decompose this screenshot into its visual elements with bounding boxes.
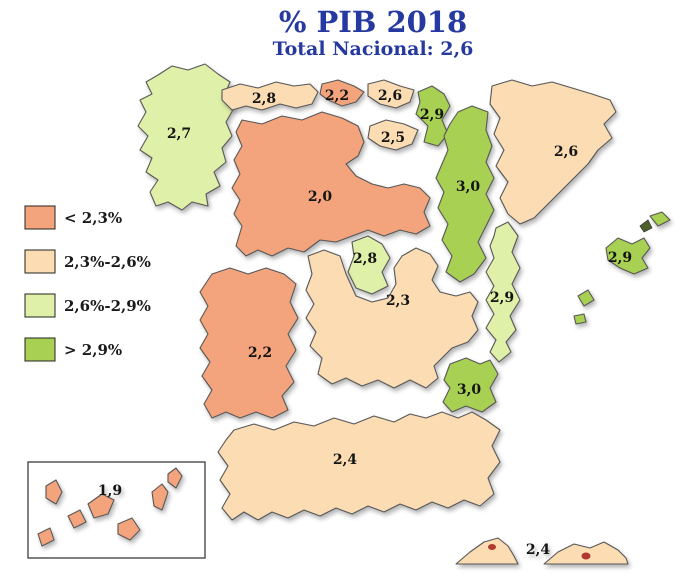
legend-swatch-gt29 [24, 337, 56, 362]
castilla-y-leon-shape [231, 111, 431, 257]
dark-islet [639, 219, 653, 233]
region-ceuta-melilla: 2,4 [455, 537, 629, 565]
city-markers [488, 544, 591, 560]
region-comunidad-valenciana: 2,9 [485, 221, 521, 363]
legend-swatch-lt23 [24, 205, 56, 230]
comunidad-valenciana-value: 2,9 [490, 290, 514, 306]
andalucia-shape [217, 411, 501, 521]
menorca-shape [649, 211, 671, 227]
region-asturias: 2,8 [221, 81, 319, 111]
legend-swatch-26-29 [24, 293, 56, 318]
comunidad-valenciana-shape [485, 221, 521, 363]
la-rioja-value: 2,5 [381, 130, 405, 146]
baleares-value: 2,9 [608, 250, 632, 266]
pais-vasco-value: 2,6 [378, 88, 402, 104]
aragon-value: 3,0 [456, 179, 481, 195]
legend-swatch-23-26 [24, 249, 56, 274]
region-pais-vasco: 2,6 [367, 79, 415, 109]
region-galicia: 2,7 [137, 63, 235, 211]
gran-canaria-shape [117, 517, 141, 541]
galicia-shape [137, 63, 235, 211]
legend-label-26-29: 2,6%-2,9% [64, 297, 151, 315]
mallorca-shape [605, 237, 651, 275]
murcia-shape [442, 357, 499, 413]
region-cataluna: 2,6 [489, 79, 617, 225]
la-palma-shape [45, 479, 63, 505]
la-rioja-shape [367, 119, 419, 151]
legend-label-gt29: > 2,9% [64, 341, 122, 359]
navarra-value: 2,9 [420, 107, 444, 123]
formentera-shape [573, 313, 587, 325]
region-extremadura: 2,2 [199, 267, 299, 419]
murcia-value: 3,0 [457, 382, 482, 398]
region-la-rioja: 2,5 [367, 119, 419, 151]
chart-subtitle: Total Nacional: 2,6 [273, 38, 474, 60]
cataluna-value: 2,6 [554, 144, 578, 160]
region-castilla-y-leon: 2,0 [231, 111, 431, 257]
asturias-value: 2,8 [252, 91, 276, 107]
ceuta-melilla-value: 2,4 [526, 542, 551, 558]
region-navarra: 2,9 [415, 85, 451, 147]
el-hierro-shape [37, 527, 55, 547]
region-canarias: 1,9 [37, 467, 183, 547]
region-madrid: 2,8 [347, 235, 391, 295]
madrid-value: 2,8 [353, 251, 377, 267]
legend-label-lt23: < 2,3% [64, 209, 122, 227]
cantabria-value: 2,2 [325, 88, 349, 104]
melilla-marker-dot [581, 552, 591, 560]
asturias-shape [221, 81, 319, 111]
castilla-la-mancha-value: 2,3 [386, 293, 410, 309]
lanzarote-shape [167, 467, 183, 489]
navarra-shape [415, 85, 451, 147]
region-aragon: 3,0 [435, 105, 495, 283]
region-baleares: 2,9 [573, 211, 671, 325]
region-andalucia: 2,4 [217, 411, 501, 521]
tenerife-shape [87, 493, 115, 519]
ibiza-shape [577, 289, 595, 307]
region-murcia: 3,0 [442, 357, 499, 413]
fuerteventura-shape [151, 483, 169, 511]
cantabria-shape [319, 79, 365, 107]
extremadura-shape [199, 267, 299, 419]
castilla-y-leon-value: 2,0 [308, 189, 333, 205]
madrid-shape [347, 235, 391, 295]
la-gomera-shape [67, 509, 87, 529]
galicia-value: 2,7 [167, 126, 191, 142]
chart-title: % PIB 2018 [279, 5, 467, 39]
ceuta-marker-dot [488, 544, 496, 550]
andalucia-value: 2,4 [333, 452, 358, 468]
ceuta-coast-shape [455, 537, 519, 565]
region-castilla-la-mancha: 2,3 [305, 247, 479, 389]
legend: < 2,3% 2,3%-2,6% 2,6%-2,9% > 2,9% [24, 205, 151, 362]
extremadura-value: 2,2 [248, 345, 272, 361]
aragon-shape [435, 105, 495, 283]
castilla-la-mancha-shape [305, 247, 479, 389]
region-cantabria: 2,2 [319, 79, 365, 107]
canarias-inset-box [27, 461, 206, 559]
canarias-value: 1,9 [98, 483, 122, 499]
pais-vasco-shape [367, 79, 415, 109]
cataluna-shape [489, 79, 617, 225]
legend-label-23-26: 2,3%-2,6% [64, 253, 151, 271]
